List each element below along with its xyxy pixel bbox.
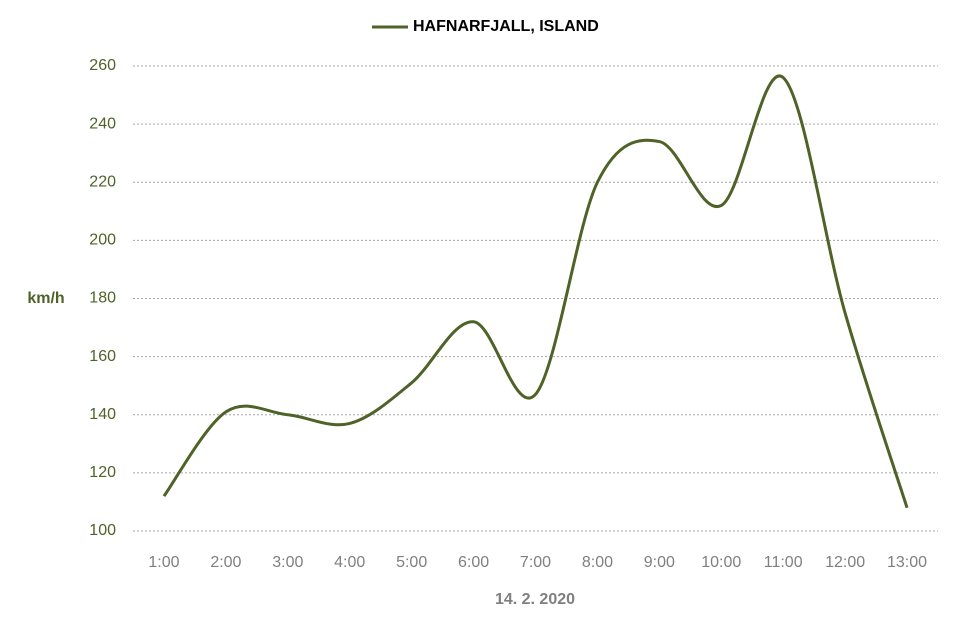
x-tick-label: 1:00: [148, 554, 179, 571]
y-axis-label: km/h: [27, 290, 64, 307]
x-tick-label: 4:00: [334, 554, 365, 571]
legend-label: HAFNARFJALL, ISLAND: [413, 18, 599, 35]
x-tick-label: 2:00: [210, 554, 241, 571]
x-tick-label: 7:00: [520, 554, 551, 571]
y-tick-label: 240: [89, 115, 116, 132]
x-tick-label: 13:00: [887, 554, 927, 571]
y-tick-label: 160: [89, 348, 116, 365]
x-tick-label: 5:00: [396, 554, 427, 571]
x-tick-label: 8:00: [582, 554, 613, 571]
y-tick-label: 120: [89, 464, 116, 481]
x-tick-label: 12:00: [825, 554, 865, 571]
x-tick-label: 10:00: [701, 554, 741, 571]
x-tick-label: 6:00: [458, 554, 489, 571]
x-tick-label: 3:00: [272, 554, 303, 571]
y-tick-label: 200: [89, 232, 116, 249]
x-tick-label: 11:00: [764, 554, 803, 571]
x-axis-label: 14. 2. 2020: [495, 591, 575, 608]
x-tick-label: 9:00: [644, 554, 675, 571]
y-tick-label: 220: [89, 173, 116, 190]
y-tick-label: 140: [89, 406, 116, 423]
line: [162, 74, 909, 509]
y-tick-label: 260: [89, 57, 116, 74]
y-tick-label: 100: [89, 522, 116, 539]
y-tick-label: 180: [89, 290, 116, 307]
